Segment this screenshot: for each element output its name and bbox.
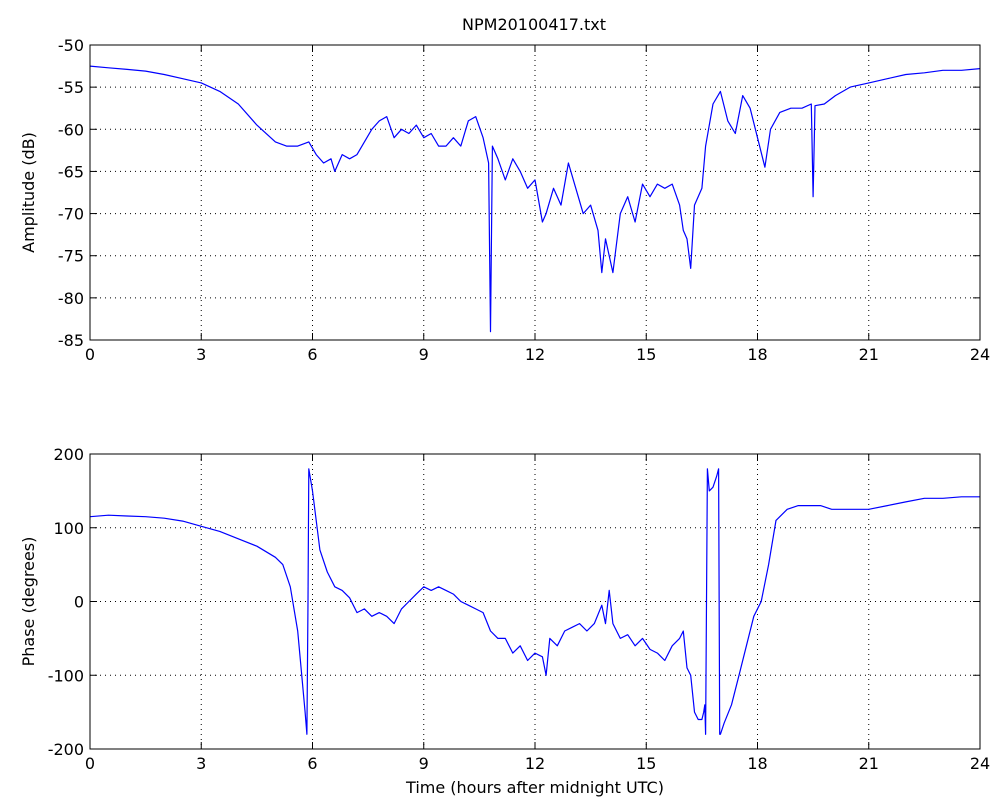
amplitude-ytick-label: -65 (58, 162, 84, 181)
phase-ylabel: Phase (degrees) (19, 537, 38, 667)
amplitude-xtick-label: 0 (85, 345, 95, 364)
amplitude-ytick-label: -50 (58, 36, 84, 55)
amplitude-xtick-label: 15 (636, 345, 656, 364)
phase-xtick-label: 3 (196, 754, 206, 773)
phase-xtick-label: 0 (85, 754, 95, 773)
amplitude-ylabel: Amplitude (dB) (19, 132, 38, 253)
phase-xtick-label: 15 (636, 754, 656, 773)
phase-series-line (89, 468, 980, 735)
phase-xtick-label: 6 (307, 754, 317, 773)
phase-xlabel: Time (hours after midnight UTC) (405, 778, 664, 797)
amplitude-ytick-label: -60 (58, 120, 84, 139)
amplitude-xtick-label: 18 (747, 345, 767, 364)
amplitude-plot: 0 3 6 9 12 15 18 21 24 -85 -80 -75 -70 -65 -60 -55 -50 Am… (19, 36, 990, 364)
chart-title: NPM20100417.txt (462, 15, 606, 34)
amplitude-ytick-label: -55 (58, 78, 84, 97)
phase-xtick-label: 12 (525, 754, 545, 773)
amplitude-xtick-label: 6 (307, 345, 317, 364)
phase-xtick-label: 21 (859, 754, 879, 773)
phase-ytick-label: -100 (48, 666, 84, 685)
phase-ytick-label: -200 (48, 740, 84, 759)
amplitude-ytick-label: -80 (58, 289, 84, 308)
amplitude-xtick-label: 9 (419, 345, 429, 364)
phase-ytick-label: 100 (53, 519, 84, 538)
amplitude-xtick-label: 21 (859, 345, 879, 364)
phase-xtick-label: 9 (419, 754, 429, 773)
phase-plot: 0 3 6 9 12 15 18 21 24 -200 -100 0 100 200 Phase (degr… (19, 445, 990, 797)
amplitude-series-line (89, 65, 981, 333)
phase-xtick-label: 24 (970, 754, 990, 773)
amplitude-ytick-label: -75 (58, 247, 84, 266)
amplitude-ytick-label: -85 (58, 331, 84, 350)
phase-ytick-label: 0 (74, 593, 84, 612)
phase-xtick-label: 18 (747, 754, 767, 773)
amplitude-ytick-label: -70 (58, 205, 84, 224)
amplitude-xtick-label: 3 (196, 345, 206, 364)
amplitude-xtick-label: 12 (525, 345, 545, 364)
phase-ytick-label: 200 (53, 445, 84, 464)
amplitude-xtick-label: 24 (970, 345, 990, 364)
